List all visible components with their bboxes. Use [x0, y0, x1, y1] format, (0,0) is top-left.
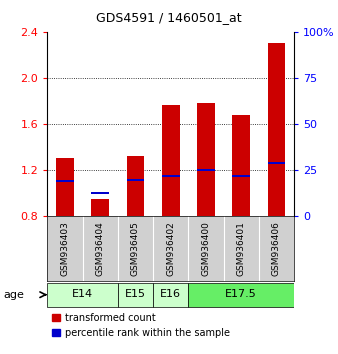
- Bar: [162, 175, 179, 177]
- Text: GSM936401: GSM936401: [237, 221, 246, 276]
- Bar: [56, 159, 74, 216]
- Text: GSM936406: GSM936406: [272, 221, 281, 276]
- Bar: [233, 175, 250, 177]
- Bar: [91, 199, 109, 216]
- Text: E16: E16: [160, 289, 181, 299]
- Bar: [268, 44, 285, 216]
- Bar: [91, 192, 109, 194]
- Text: E15: E15: [125, 289, 146, 299]
- Text: GDS4591 / 1460501_at: GDS4591 / 1460501_at: [96, 11, 242, 24]
- Text: age: age: [3, 290, 24, 300]
- Text: E17.5: E17.5: [225, 289, 257, 299]
- Bar: [197, 169, 215, 171]
- Text: GSM936404: GSM936404: [96, 221, 105, 276]
- Bar: [153, 283, 188, 307]
- Legend: transformed count, percentile rank within the sample: transformed count, percentile rank withi…: [52, 313, 230, 338]
- Text: GSM936405: GSM936405: [131, 221, 140, 276]
- Bar: [47, 283, 118, 307]
- Text: GSM936400: GSM936400: [201, 221, 211, 276]
- Bar: [233, 115, 250, 216]
- Text: E14: E14: [72, 289, 93, 299]
- Bar: [268, 162, 285, 164]
- Bar: [188, 283, 294, 307]
- Bar: [197, 103, 215, 216]
- Bar: [162, 105, 179, 216]
- Text: GSM936402: GSM936402: [166, 221, 175, 276]
- Bar: [56, 181, 74, 182]
- Text: GSM936403: GSM936403: [61, 221, 69, 276]
- Bar: [127, 179, 144, 181]
- Bar: [118, 283, 153, 307]
- Bar: [127, 156, 144, 216]
